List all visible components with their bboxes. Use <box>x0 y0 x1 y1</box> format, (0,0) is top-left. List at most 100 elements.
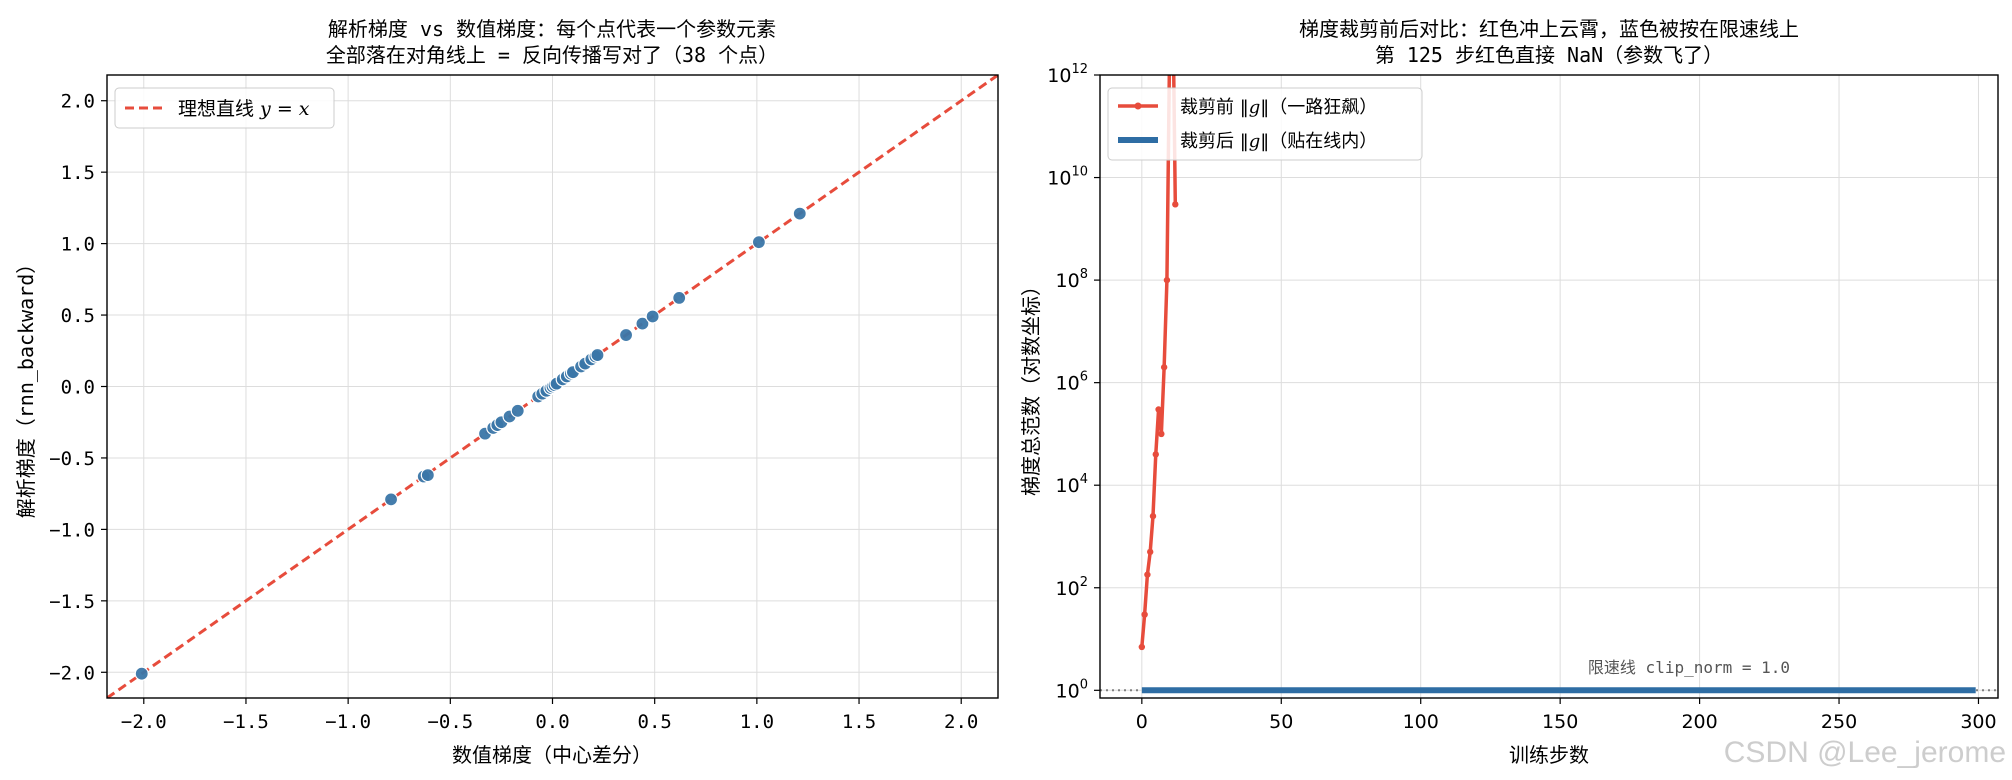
scatter-point <box>618 327 634 343</box>
scatter-point <box>510 403 525 418</box>
scatter-point <box>420 467 435 483</box>
series-before-clip-point <box>1160 364 1168 371</box>
clip-line-label: 限速线 clip_norm = 1.0 <box>1588 658 1790 677</box>
right-x-axis-label: 训练步数 <box>1509 743 1589 767</box>
right-legend-text-after: 裁剪后 ‖g‖（贴在线内） <box>1180 131 1377 152</box>
right-legend-before-math: g <box>1249 97 1261 118</box>
series-before-clip-point <box>1144 571 1151 578</box>
left-y-tick-label: −2.0 <box>49 662 95 684</box>
right-y-tick-label: 104 <box>1056 472 1088 497</box>
series-before-clip-point <box>1155 406 1162 413</box>
series-before-clip-point <box>1163 276 1171 284</box>
scatter-point <box>672 290 687 306</box>
left-x-tick-label: −1.0 <box>325 711 371 733</box>
series-before-clip-point <box>1138 643 1146 651</box>
left-x-tick-label: −0.5 <box>427 711 473 733</box>
right-legend-before-post: ‖（一路狂飙） <box>1260 97 1377 118</box>
right-y-axis-label: 梯度总范数（对数坐标） <box>1019 276 1043 496</box>
series-before-clip-point <box>1152 451 1159 458</box>
right-y-tick-label: 1012 <box>1047 62 1088 87</box>
scatter-point <box>134 666 149 681</box>
right-y-tick-label: 1010 <box>1047 165 1088 190</box>
scatter-point <box>792 206 807 221</box>
right-x-tick-label: 200 <box>1681 711 1717 733</box>
right-grid <box>1100 74 1998 698</box>
left-legend-math: y = x <box>259 98 310 120</box>
right-y-tick-base: 10 <box>1056 578 1080 600</box>
right-legend-text-before: 裁剪前 ‖g‖（一路狂飙） <box>1180 97 1377 118</box>
right-x-tick-label: 100 <box>1403 711 1439 733</box>
left-y-tick-label: −0.5 <box>49 448 95 470</box>
right-legend-before-pre: 裁剪前 ‖ <box>1180 97 1249 118</box>
left-x-tick-label: 0.0 <box>535 711 569 733</box>
right-x-tick-label: 0 <box>1136 711 1148 733</box>
right-plot-frame <box>1099 74 1999 699</box>
right-legend-swatch-before-marker <box>1134 102 1142 110</box>
series-before-clip-point <box>1158 430 1165 438</box>
left-x-tick-label: 1.0 <box>740 711 774 733</box>
left-y-tick-label: 1.5 <box>61 162 95 184</box>
right-y-tick-label: 102 <box>1056 575 1088 600</box>
series-before-clip-point <box>1141 611 1148 618</box>
left-points-layer <box>134 206 807 681</box>
series-before-clip-point <box>1146 548 1154 556</box>
right-legend: 裁剪前 ‖g‖（一路狂飙） 裁剪后 ‖g‖（贴在线内） <box>1107 87 1423 161</box>
right-y-tick-label: 108 <box>1056 267 1088 292</box>
watermark: CSDN @Lee_jerome <box>1724 736 2006 769</box>
left-ticks: −2.0 −1.5 −1.0 −0.5 0.0 0.5 1.0 1.5 2.0 −2.0 −1.5 −… <box>49 91 978 733</box>
right-y-tick-label: 106 <box>1056 370 1088 395</box>
left-legend-box <box>114 87 335 129</box>
right-legend-after-post: ‖（贴在线内） <box>1260 131 1377 152</box>
right-y-tick-exponent: 8 <box>1080 267 1088 282</box>
left-y-tick-label: 1.0 <box>61 234 95 256</box>
right-legend-box <box>1107 87 1423 161</box>
right-title-line1: 梯度裁剪前后对比：红色冲上云霄，蓝色被按在限速线上 <box>1299 17 1799 41</box>
right-series-layer <box>1100 36 1998 694</box>
left-legend-text: 理想直线 y = x <box>178 98 310 120</box>
series-before-clip-point <box>1167 36 1173 42</box>
left-y-tick-label: −1.0 <box>49 519 95 541</box>
right-x-tick-label: 300 <box>1960 711 1996 733</box>
scatter-point <box>383 492 399 507</box>
left-y-axis-label: 解析梯度（rnn_backward） <box>14 254 38 519</box>
series-before-clip-point <box>1149 512 1157 520</box>
right-y-tick-exponent: 6 <box>1080 370 1088 385</box>
left-y-tick-label: 0.0 <box>61 377 95 399</box>
left-x-tick-label: 2.0 <box>944 711 978 733</box>
left-y-tick-label: 0.5 <box>61 305 95 327</box>
scatter-point <box>645 309 660 324</box>
left-title-line1: 解析梯度 vs 数值梯度：每个点代表一个参数元素 <box>328 17 776 41</box>
left-x-tick-label: 0.5 <box>638 711 672 733</box>
right-y-tick-exponent: 2 <box>1080 575 1088 590</box>
left-x-tick-label: −2.0 <box>121 711 167 733</box>
right-y-tick-base: 10 <box>1056 680 1080 702</box>
right-y-tick-base: 10 <box>1056 270 1080 292</box>
right-x-tick-label: 150 <box>1542 711 1578 733</box>
left-legend: 理想直线 y = x <box>114 87 335 129</box>
left-x-tick-label: −1.5 <box>223 711 269 733</box>
series-before-clip-point <box>1172 201 1179 208</box>
right-title-line2: 第 125 步红色直接 NaN（参数飞了） <box>1375 43 1723 67</box>
right-y-tick-exponent: 12 <box>1071 62 1088 77</box>
right-y-tick-exponent: 0 <box>1080 677 1088 692</box>
right-y-tick-base: 10 <box>1056 475 1080 497</box>
right-ticks: 0 50 100 150 200 250 3001001021041061081010101… <box>1047 62 1996 733</box>
right-y-tick-base: 10 <box>1047 65 1071 87</box>
left-panel: 解析梯度 vs 数值梯度：每个点代表一个参数元素 全部落在对角线上 = 反向传播… <box>14 17 999 767</box>
left-y-tick-label: −1.5 <box>49 591 95 613</box>
scatter-point <box>751 235 767 250</box>
scatter-point <box>590 347 605 363</box>
right-y-tick-label: 100 <box>1056 677 1088 702</box>
left-y-tick-label: 2.0 <box>61 91 95 113</box>
right-legend-after-pre: 裁剪后 ‖ <box>1180 131 1249 152</box>
left-x-axis-label: 数值梯度（中心差分） <box>452 743 652 767</box>
left-title-line2: 全部落在对角线上 = 反向传播写对了（38 个点） <box>326 43 778 67</box>
right-x-tick-label: 50 <box>1269 711 1293 733</box>
right-y-tick-base: 10 <box>1047 168 1071 190</box>
right-y-tick-exponent: 4 <box>1080 472 1088 487</box>
right-y-tick-base: 10 <box>1056 373 1080 395</box>
right-panel: 梯度裁剪前后对比：红色冲上云霄，蓝色被按在限速线上 第 125 步红色直接 Na… <box>1019 17 1999 767</box>
right-legend-after-math: g <box>1249 131 1261 152</box>
right-y-tick-exponent: 10 <box>1071 165 1088 180</box>
